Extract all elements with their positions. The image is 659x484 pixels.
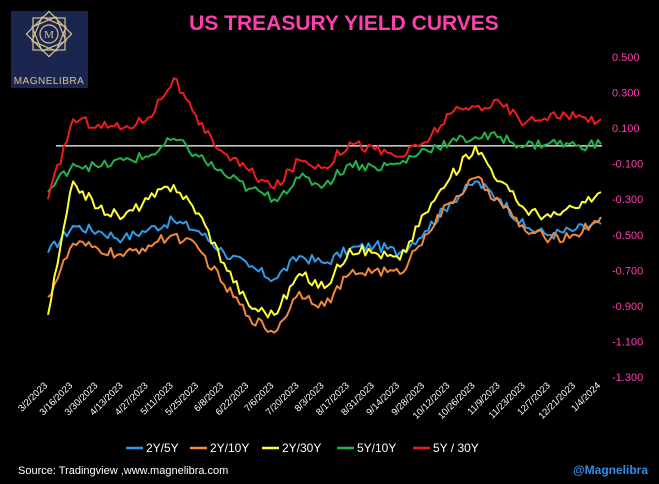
y-tick-label: -0.500 xyxy=(612,230,643,242)
series-lines xyxy=(47,77,602,334)
y-tick-label: -0.300 xyxy=(612,194,643,206)
twitter-handle: @Magnelibra xyxy=(573,463,648,477)
logo-wordmark: MAGNELIBRA xyxy=(14,76,85,87)
series-line-5y-30y xyxy=(47,77,602,200)
series-line-2y-10y xyxy=(47,175,602,334)
y-tick-label: -1.300 xyxy=(612,372,643,384)
magnelibra-logo: M MAGNELIBRA xyxy=(11,10,88,88)
legend-label: 2Y/30Y xyxy=(282,441,321,455)
series-line-2y-5y xyxy=(47,180,602,283)
x-axis: 3/2/20233/16/20233/30/20234/13/20234/27/… xyxy=(16,380,603,421)
legend-label: 5Y/10Y xyxy=(357,441,396,455)
y-tick-label: -1.100 xyxy=(612,336,643,348)
legend-label: 2Y/10Y xyxy=(210,441,249,455)
source-note: Source: Tradingview ,www.magnelibra.com xyxy=(18,465,228,477)
y-tick-label: 0.300 xyxy=(612,88,640,100)
series-line-5y-10y xyxy=(47,131,602,203)
legend-label: 5Y / 30Y xyxy=(433,441,479,455)
y-tick-label: -0.100 xyxy=(612,159,643,171)
y-axis: 0.500 0.300 0.100 -0.100 -0.300 -0.500 -0.700 -… xyxy=(612,52,643,384)
y-tick-label: -0.700 xyxy=(612,265,643,277)
legend-label: 2Y/5Y xyxy=(146,441,179,455)
y-tick-label: 0.100 xyxy=(612,123,640,135)
chart-title: US TREASURY YIELD CURVES xyxy=(189,12,499,35)
series-line-2y-30y xyxy=(47,144,602,319)
svg-text:M: M xyxy=(44,29,54,41)
y-tick-label: 0.500 xyxy=(612,52,640,64)
y-tick-label: -0.900 xyxy=(612,301,643,313)
legend: 2Y/5Y 2Y/10Y 2Y/30Y 5Y/10Y 5Y / 30Y xyxy=(126,441,479,455)
